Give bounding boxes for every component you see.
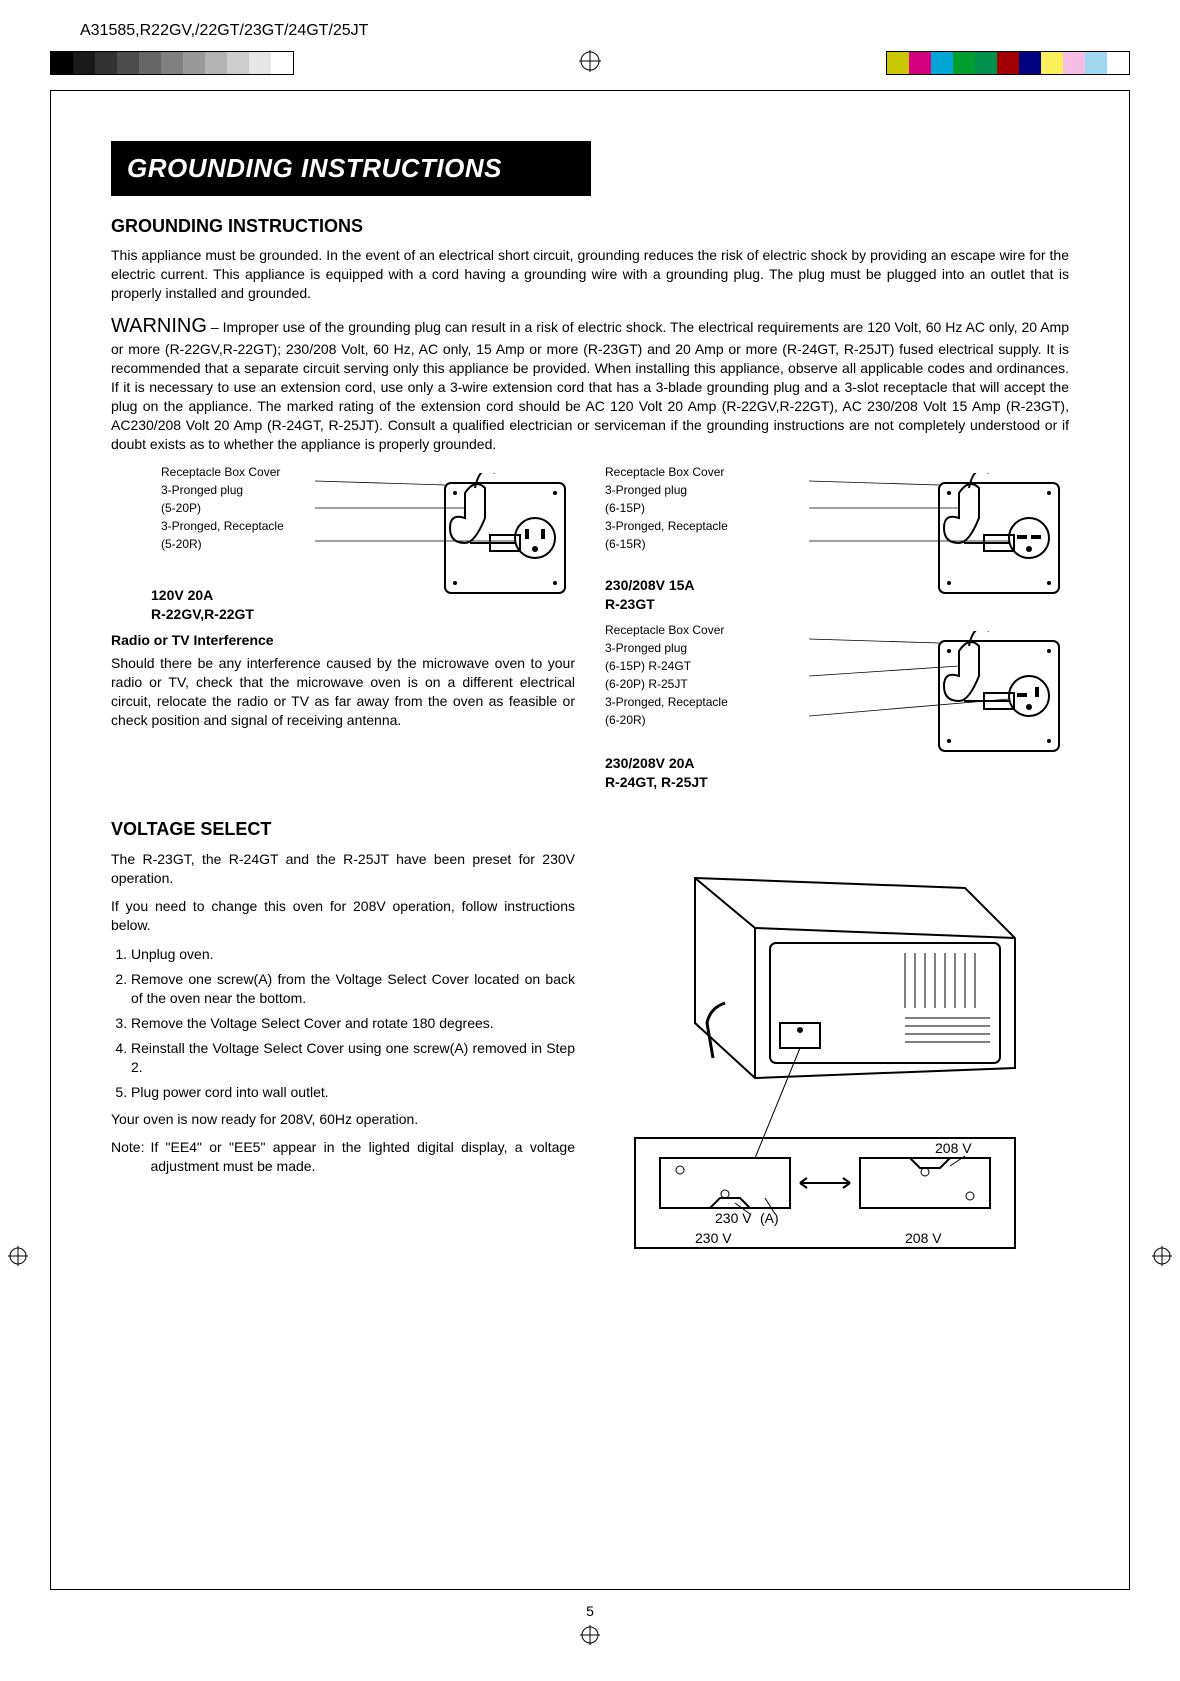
- swatch: [1041, 52, 1063, 74]
- voltage-note-label: Note:: [111, 1138, 144, 1176]
- swatch: [931, 52, 953, 74]
- voltage-heading: VOLTAGE SELECT: [111, 817, 1069, 841]
- page-frame: GROUNDING INSTRUCTIONS GROUNDING INSTRUC…: [50, 90, 1130, 1590]
- svg-text:230 V: 230 V: [715, 1210, 752, 1226]
- swatch: [139, 52, 161, 74]
- receptacle-diagram-2-icon: [809, 473, 1069, 608]
- warning-paragraph: WARNING – Improper use of the grounding …: [111, 313, 1069, 453]
- registration-mark-left-icon: [8, 837, 28, 1674]
- voltage-intro1: The R-23GT, the R-24GT and the R-25JT ha…: [111, 850, 575, 888]
- oven-back-diagram-icon: 208 V 230 V (A) 230 V 208 V: [605, 858, 1035, 1258]
- swatch: [1085, 52, 1107, 74]
- receptacle-block-3: Receptacle Box Cover 3-Pronged plug (6-1…: [605, 621, 1069, 791]
- voltage-step-1: Unplug oven.: [131, 945, 575, 964]
- recept3-box-label: Receptacle Box Cover: [605, 621, 728, 639]
- grounding-text: This appliance must be grounded. In the …: [111, 246, 1069, 303]
- color-swatches: [886, 51, 1130, 75]
- registration-mark-icon: [579, 50, 601, 76]
- receptacle-diagram-1-icon: [315, 473, 575, 608]
- voltage-step-5: Plug power cord into wall outlet.: [131, 1083, 575, 1102]
- model-code: A31585,R22GV,/22GT/23GT/24GT/25JT: [80, 20, 368, 42]
- recept1-caption: 120V 20A R-22GV,R-22GT: [151, 586, 254, 624]
- recept1-plug-label: 3-Pronged plug (5-20P): [161, 481, 284, 517]
- receptacle-block-1: Receptacle Box Cover 3-Pronged plug (5-2…: [111, 463, 575, 623]
- recept1-recept-label: 3-Pronged, Receptacle (5-20R): [161, 517, 284, 553]
- swatch: [975, 52, 997, 74]
- grounding-heading: GROUNDING INSTRUCTIONS: [111, 214, 1069, 238]
- recept3-recept-label: 3-Pronged, Receptacle (6-20R): [605, 693, 728, 729]
- recept3-plug-label: 3-Pronged plug (6-15P) R-24GT (6-20P) R-…: [605, 639, 728, 693]
- voltage-done: Your oven is now ready for 208V, 60Hz op…: [111, 1110, 575, 1129]
- receptacle-diagram-3-icon: [809, 631, 1069, 766]
- voltage-step-4: Reinstall the Voltage Select Cover using…: [131, 1039, 575, 1077]
- swatch: [997, 52, 1019, 74]
- swatch: [205, 52, 227, 74]
- voltage-text-col: The R-23GT, the R-24GT and the R-25JT ha…: [111, 850, 575, 1263]
- swatch: [117, 52, 139, 74]
- svg-text:(A): (A): [760, 1210, 779, 1226]
- warning-text: – Improper use of the grounding plug can…: [111, 319, 1069, 451]
- voltage-steps: Unplug oven. Remove one screw(A) from th…: [131, 945, 575, 1101]
- voltage-note: If "EE4" or "EE5" appear in the lighted …: [150, 1138, 575, 1176]
- receptacle-block-2: Receptacle Box Cover 3-Pronged plug (6-1…: [605, 463, 1069, 613]
- voltage-intro2: If you need to change this oven for 208V…: [111, 897, 575, 935]
- swatch: [271, 52, 293, 74]
- voltage-row: The R-23GT, the R-24GT and the R-25JT ha…: [111, 850, 1069, 1263]
- swatch: [95, 52, 117, 74]
- svg-text:230 V: 230 V: [695, 1230, 732, 1246]
- svg-text:208 V: 208 V: [935, 1140, 972, 1156]
- swatch: [73, 52, 95, 74]
- recept2-recept-label: 3-Pronged, Receptacle (6-15R): [605, 517, 728, 553]
- recept3-caption: 230/208V 20A R-24GT, R-25JT: [605, 754, 708, 792]
- swatch: [953, 52, 975, 74]
- swatch: [161, 52, 183, 74]
- swatch: [909, 52, 931, 74]
- receptacle-left-col: Receptacle Box Cover 3-Pronged plug (5-2…: [111, 463, 575, 799]
- page-number: 5: [50, 1602, 1130, 1621]
- voltage-figure-col: 208 V 230 V (A) 230 V 208 V: [605, 858, 1069, 1263]
- gray-swatches: [50, 51, 294, 75]
- recept2-caption: 230/208V 15A R-23GT: [605, 576, 695, 614]
- radio-heading: Radio or TV Interference: [111, 631, 575, 650]
- recept2-box-label: Receptacle Box Cover: [605, 463, 728, 481]
- voltage-note-row: Note: If "EE4" or "EE5" appear in the li…: [111, 1138, 575, 1176]
- warning-word: WARNING: [111, 315, 207, 337]
- swatch: [1019, 52, 1041, 74]
- registration-bars: [50, 50, 1130, 76]
- voltage-step-3: Remove the Voltage Select Cover and rota…: [131, 1014, 575, 1033]
- recept2-plug-label: 3-Pronged plug (6-15P): [605, 481, 728, 517]
- swatch: [183, 52, 205, 74]
- swatch: [249, 52, 271, 74]
- receptacle-right-col: Receptacle Box Cover 3-Pronged plug (6-1…: [605, 463, 1069, 799]
- voltage-step-2: Remove one screw(A) from the Voltage Sel…: [131, 970, 575, 1008]
- swatch: [1107, 52, 1129, 74]
- title-bar: GROUNDING INSTRUCTIONS: [111, 141, 591, 196]
- swatch: [227, 52, 249, 74]
- swatch: [887, 52, 909, 74]
- page-header: A31585,R22GV,/22GT/23GT/24GT/25JT: [50, 20, 1130, 90]
- svg-text:208 V: 208 V: [905, 1230, 942, 1246]
- registration-mark-right-icon: [1152, 837, 1172, 1674]
- recept1-box-label: Receptacle Box Cover: [161, 463, 284, 481]
- radio-text: Should there be any interference caused …: [111, 654, 575, 730]
- swatch: [1063, 52, 1085, 74]
- receptacle-row: Receptacle Box Cover 3-Pronged plug (5-2…: [111, 463, 1069, 799]
- swatch: [51, 52, 73, 74]
- registration-mark-bottom-icon: [50, 1625, 1130, 1651]
